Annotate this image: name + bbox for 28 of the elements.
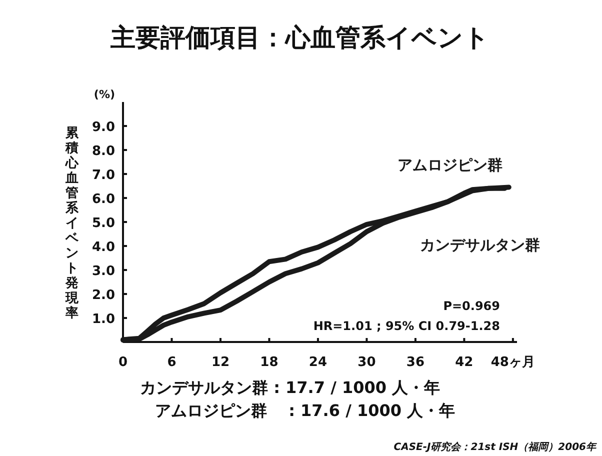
series-label: アムロジピン群 — [398, 156, 502, 174]
annotation: P=0.969 — [443, 299, 500, 313]
x-tick-label: 12 — [211, 355, 230, 370]
text: アムロジピン群 : 17.6 / 1000 人・年 — [155, 401, 456, 420]
y-tick-label: 1.0 — [92, 312, 115, 327]
y-tick-label: 8.0 — [92, 144, 115, 159]
y-tick-label: 6.0 — [92, 192, 115, 207]
x-tick-label: 18 — [260, 355, 278, 370]
text: 累積心血管系イベント発現率 — [66, 126, 78, 321]
x-tick-label: 24 — [308, 355, 328, 370]
x-tick-label: 6 — [167, 355, 176, 370]
y-tick-label: 7.0 — [92, 168, 115, 183]
y-tick-label: 9.0 — [92, 120, 115, 135]
y-tick-label: 2.0 — [92, 288, 115, 303]
annotation: HR=1.01 ; 95% CI 0.79-1.28 — [313, 319, 500, 333]
text: (%) — [94, 88, 115, 101]
y-tick-label: 3.0 — [92, 264, 115, 279]
x-tick-label: 36 — [406, 355, 424, 370]
text: カンデサルタン群 : 17.7 / 1000 人・年 — [140, 378, 440, 397]
x-tick-label: 48ヶ月 — [490, 355, 535, 370]
y-tick-label: 4.0 — [92, 240, 115, 255]
series-label: カンデサルタン群 — [420, 236, 540, 254]
text: CASE-J研究会：21st ISH（福岡）2006年 — [394, 441, 597, 453]
x-tick-label: 0 — [118, 355, 128, 370]
chart-title: 主要評価項目：心血管系イベント — [110, 23, 490, 52]
x-tick-label: 42 — [455, 355, 474, 370]
y-tick-label: 5.0 — [92, 216, 115, 231]
x-tick-label: 30 — [358, 355, 376, 370]
